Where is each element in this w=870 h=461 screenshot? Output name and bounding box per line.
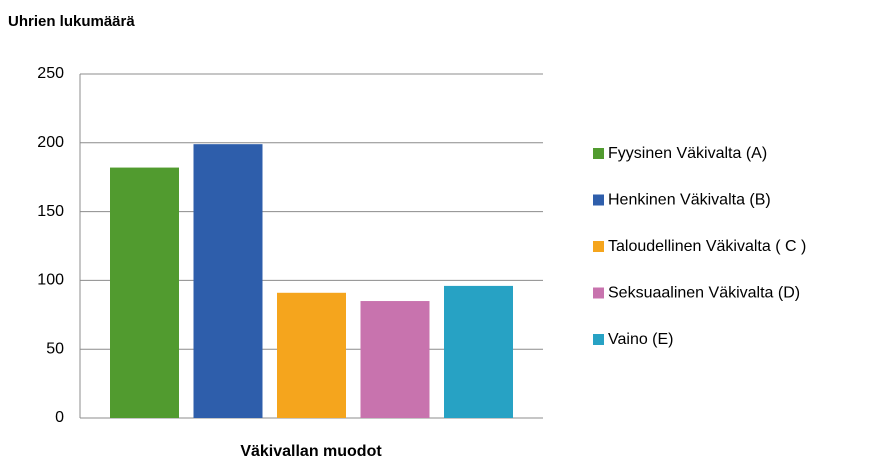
bar [277, 292, 346, 418]
y-tick-label: 0 [55, 409, 64, 426]
y-tick-label: 150 [37, 203, 64, 220]
y-tick-label: 200 [37, 134, 64, 151]
legend-swatch [593, 194, 604, 206]
legend-label: Seksuaalinen Väkivalta (D) [608, 285, 800, 302]
chart-title: Uhrien lukumäärä [8, 13, 135, 30]
bar [360, 301, 430, 418]
y-tick-label: 250 [37, 65, 64, 82]
legend-swatch [593, 287, 604, 299]
legend-label: Taloudellinen Väkivalta ( C ) [608, 238, 806, 255]
bar [110, 167, 179, 418]
legend-swatch [593, 334, 604, 345]
y-tick-label: 100 [37, 272, 64, 289]
bar [444, 285, 513, 418]
legend-label: Fyysinen Väkivalta (A) [608, 145, 767, 162]
legend-label: Vaino (E) [608, 331, 674, 348]
legend-swatch [593, 148, 604, 159]
legend-label: Henkinen Väkivalta (B) [608, 192, 771, 209]
legend-swatch [593, 241, 604, 252]
y-tick-label: 50 [46, 340, 64, 357]
bar [193, 144, 263, 418]
x-axis-label: Väkivallan muodot [240, 443, 382, 460]
